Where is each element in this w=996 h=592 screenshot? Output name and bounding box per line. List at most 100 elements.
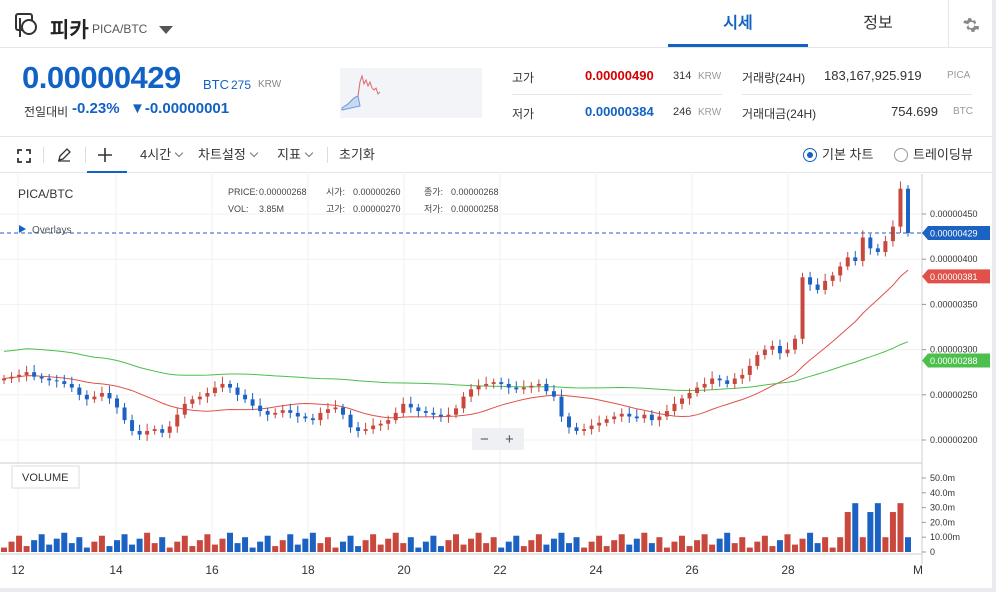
candle-body bbox=[499, 382, 504, 384]
gear-icon[interactable] bbox=[961, 16, 979, 34]
volume-bar bbox=[8, 541, 15, 552]
legend-close-label: 종가: bbox=[424, 187, 443, 197]
tab-info[interactable]: 정보 bbox=[863, 15, 893, 32]
volume-bar bbox=[437, 546, 444, 552]
price-marker bbox=[922, 269, 990, 284]
chevron-down-icon bbox=[174, 148, 184, 158]
coin-selector-caret-icon[interactable] bbox=[159, 26, 173, 34]
price-krw-unit: KRW bbox=[258, 79, 282, 90]
candle-body bbox=[672, 403, 677, 412]
candle-body bbox=[536, 383, 541, 386]
header-divider bbox=[948, 0, 949, 47]
volume-tick-label: 0 bbox=[930, 547, 935, 557]
high-krw: 314 bbox=[673, 70, 692, 82]
candle-body bbox=[484, 383, 489, 386]
change-percent: -0.23% bbox=[72, 100, 120, 117]
candle-body bbox=[883, 241, 888, 252]
volume-bar bbox=[475, 532, 482, 552]
crosshair-active-indicator bbox=[87, 171, 127, 173]
interval-select[interactable]: 4시간 bbox=[140, 137, 184, 173]
candle-body bbox=[258, 405, 263, 412]
candle-body bbox=[295, 412, 300, 417]
volume-bar bbox=[347, 535, 354, 552]
volume-tick-label: 50.0m bbox=[930, 473, 955, 483]
radio-tradingview[interactable] bbox=[894, 148, 908, 162]
volume-bar bbox=[23, 546, 30, 552]
x-tick-label: 14 bbox=[109, 563, 123, 577]
volume-bar bbox=[445, 540, 452, 552]
candle-body bbox=[9, 376, 14, 379]
volume-bar bbox=[392, 532, 399, 552]
radio-basic-chart[interactable] bbox=[803, 148, 817, 162]
candle-body bbox=[853, 257, 858, 262]
candle-body bbox=[567, 416, 571, 428]
reset-button[interactable]: 초기화 bbox=[339, 147, 375, 162]
candle-body bbox=[197, 396, 202, 400]
volume-bar bbox=[837, 537, 844, 552]
candle-body bbox=[62, 381, 67, 384]
volume-bar bbox=[498, 547, 505, 552]
candle-body bbox=[393, 412, 398, 421]
candle-body bbox=[604, 419, 609, 423]
amount-24h-label: 거래대금(24H) bbox=[742, 107, 817, 121]
volume-bar bbox=[189, 546, 196, 552]
candle-body bbox=[680, 398, 684, 404]
y-tick-label: 0.00000350 bbox=[930, 299, 978, 309]
candle-body bbox=[664, 411, 669, 417]
candle-body bbox=[777, 345, 782, 354]
candle-body bbox=[619, 413, 624, 417]
y-tick-label: 0.00000400 bbox=[930, 254, 978, 264]
fullscreen-icon[interactable] bbox=[17, 149, 31, 163]
volume-tick-label: 10.00m bbox=[930, 532, 960, 542]
candle-body bbox=[167, 426, 172, 433]
coin-pair: PICA/BTC bbox=[92, 22, 148, 36]
overlays-label[interactable]: Overlays bbox=[32, 225, 71, 236]
pencil-icon[interactable] bbox=[56, 147, 72, 163]
volume-label-box bbox=[11, 465, 80, 489]
indicators-menu[interactable]: 지표 bbox=[277, 137, 314, 173]
candle-body bbox=[521, 387, 526, 390]
low-label: 저가 bbox=[512, 107, 535, 121]
volume-bar bbox=[453, 534, 459, 552]
candle-body bbox=[438, 414, 443, 417]
crosshair-icon[interactable] bbox=[97, 147, 113, 163]
overlays-toggle-icon[interactable] bbox=[19, 225, 26, 233]
toolbar-divider bbox=[43, 147, 44, 163]
candle-body bbox=[808, 277, 813, 285]
zoom-in-button[interactable]: + bbox=[505, 431, 514, 448]
candle-body bbox=[454, 408, 458, 415]
volume-bar bbox=[257, 541, 264, 552]
candle-body bbox=[551, 391, 556, 397]
volume-bar bbox=[566, 543, 572, 552]
candle-body bbox=[514, 387, 519, 390]
volume-bar bbox=[53, 538, 60, 552]
candle-body bbox=[717, 378, 722, 381]
candle-body bbox=[710, 378, 715, 384]
volume-bar bbox=[287, 534, 294, 552]
chart-settings-menu[interactable]: 차트설정 bbox=[198, 137, 259, 173]
volume-bar bbox=[490, 537, 497, 552]
candle-body bbox=[906, 188, 910, 233]
candle-body bbox=[265, 411, 270, 415]
tradingview-label[interactable]: 트레이딩뷰 bbox=[913, 147, 973, 162]
volume-bar bbox=[385, 538, 392, 552]
volume-bar bbox=[513, 535, 520, 552]
volume-bar bbox=[724, 532, 731, 552]
volume-bar bbox=[1, 547, 7, 552]
tab-market[interactable]: 시세 bbox=[668, 0, 808, 47]
candle-body bbox=[770, 345, 775, 350]
candle-body bbox=[725, 380, 730, 384]
candle-body bbox=[860, 237, 865, 262]
price-chart[interactable]: 12 14 16 18 20 22 24 26 28 M 0.00000450 0.00000400 0… bbox=[0, 174, 992, 588]
candle-body bbox=[333, 407, 338, 410]
volume-tick-label: 40.0m bbox=[930, 488, 955, 498]
coin-logo-icon bbox=[15, 13, 37, 37]
candle-body bbox=[446, 414, 451, 417]
volume-bar bbox=[882, 537, 889, 552]
candle-body bbox=[634, 416, 639, 419]
basic-chart-label[interactable]: 기본 차트 bbox=[822, 147, 874, 162]
candle-body bbox=[506, 383, 511, 388]
volume-bar bbox=[204, 534, 211, 552]
zoom-out-button[interactable]: − bbox=[480, 431, 489, 448]
zoom-bg bbox=[472, 428, 524, 450]
